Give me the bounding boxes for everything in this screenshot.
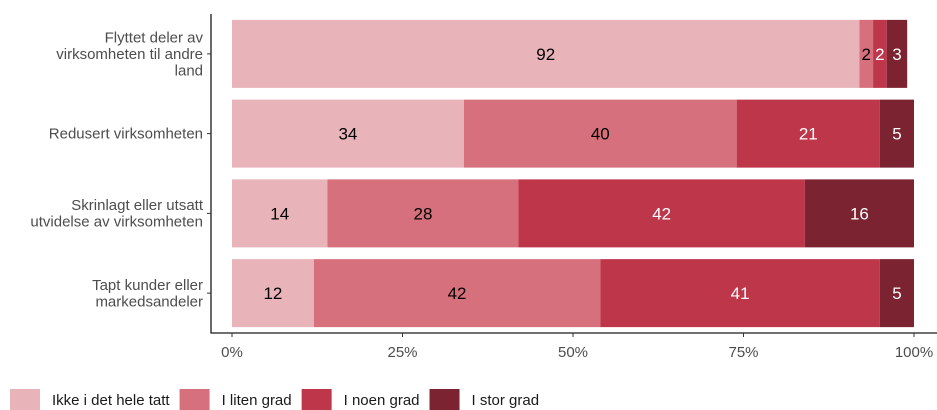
data-label: 2 <box>862 45 871 64</box>
bar-segment <box>518 179 805 248</box>
data-label: 14 <box>270 204 289 223</box>
bar-segment <box>879 259 914 328</box>
x-tick-label: 100% <box>895 344 933 361</box>
legend-swatch <box>301 389 332 410</box>
legend-label: I liten grad <box>222 392 292 409</box>
x-tick-label: 75% <box>728 344 758 361</box>
category-label: virksomheten til andre <box>56 46 203 63</box>
data-label: 42 <box>652 204 671 223</box>
bar-segment <box>886 19 908 88</box>
data-label: 41 <box>731 284 750 303</box>
data-label: 5 <box>892 284 901 303</box>
x-tick-label: 50% <box>558 344 588 361</box>
data-label: 42 <box>448 284 467 303</box>
data-label: 3 <box>892 45 901 64</box>
bar-segment <box>873 19 887 88</box>
legend-swatch <box>429 389 460 410</box>
bar-segment <box>232 179 328 248</box>
bar-segment <box>804 179 914 248</box>
x-tick-label: 0% <box>221 344 243 361</box>
x-tick-label: 25% <box>387 344 417 361</box>
data-label: 28 <box>413 204 432 223</box>
data-label: 5 <box>892 125 901 144</box>
category-label: Skrinlagt eller utsatt <box>71 197 204 214</box>
bar-segment <box>600 259 880 328</box>
legend-label: I noen grad <box>344 392 420 409</box>
category-label: markedsandeler <box>95 293 203 310</box>
bar-segment <box>463 99 737 168</box>
category-label: land <box>175 62 203 79</box>
bar-segment <box>232 19 860 88</box>
data-label: 2 <box>875 45 884 64</box>
category-label: Tapt kunder eller <box>92 277 203 294</box>
bar-segment <box>232 259 314 328</box>
legend-swatch <box>179 389 210 410</box>
data-label: 92 <box>536 45 555 64</box>
bar-segment <box>736 99 880 168</box>
bar-segment <box>327 179 519 248</box>
data-label: 34 <box>338 125 357 144</box>
category-label: utvidelse av virksomheten <box>30 214 203 231</box>
data-label: 12 <box>263 284 282 303</box>
legend-label: Ikke i det hele tatt <box>52 392 170 409</box>
data-label: 21 <box>799 125 818 144</box>
legend-swatch <box>10 389 40 410</box>
bar-segment <box>859 19 874 88</box>
bar-segment <box>879 99 914 168</box>
category-label: Redusert virksomheten <box>49 126 203 143</box>
bar-segment <box>232 99 464 168</box>
bar-segment <box>313 259 601 328</box>
category-label: Flyttet deler av <box>105 29 204 46</box>
legend-label: I stor grad <box>472 392 540 409</box>
data-label: 16 <box>850 204 869 223</box>
data-label: 40 <box>591 125 610 144</box>
